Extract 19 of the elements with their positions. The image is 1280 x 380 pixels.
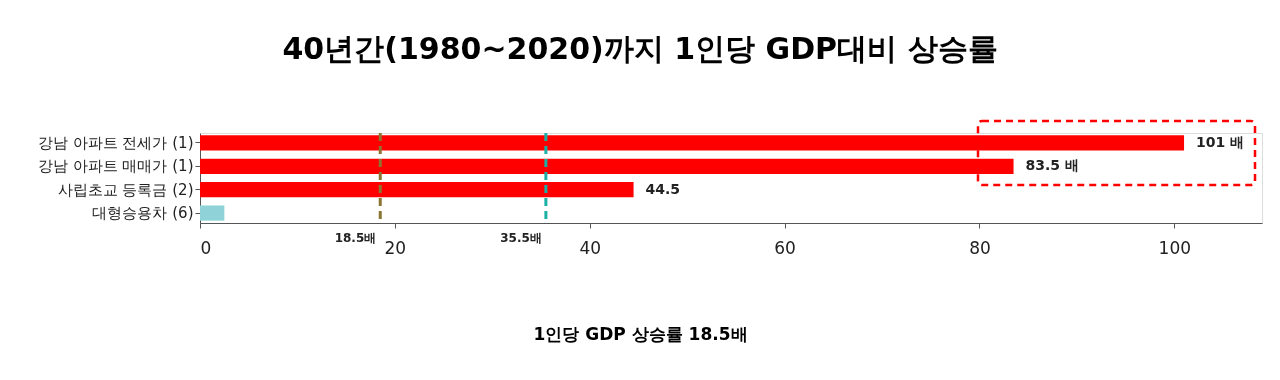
chart-title: 40년간(1980~2020)까지 1인당 GDP대비 상승률 [282, 30, 998, 66]
ref-line-label: 18.5배 [334, 231, 377, 245]
x-tick-label: 40 [579, 237, 602, 258]
x-tick-label: 100 [1158, 237, 1192, 258]
y-tick-label: 사립초교 등록금 (2) [57, 180, 194, 199]
data-label: 83.5 배 [1025, 157, 1079, 174]
y-tick-label: 강남 아파트 전세가 (1) [37, 133, 194, 152]
y-tick-label: 대형승용차 (6) [92, 204, 194, 223]
data-label: 44.5 [645, 180, 681, 197]
data-label: 101 배 [1196, 133, 1245, 150]
y-tick-label: 강남 아파트 매매가 (1) [37, 157, 194, 176]
x-tick-label: 20 [384, 237, 407, 258]
ref-line-label: 35.5배 [500, 231, 542, 245]
x-tick-label: 60 [774, 237, 796, 258]
bar [200, 205, 225, 221]
x-tick-label: 80 [969, 237, 991, 258]
x-axis-title: 1인당 GDP 상승률 18.5배 [533, 323, 748, 344]
x-tick-label: 0 [200, 237, 212, 258]
bar [200, 182, 634, 198]
